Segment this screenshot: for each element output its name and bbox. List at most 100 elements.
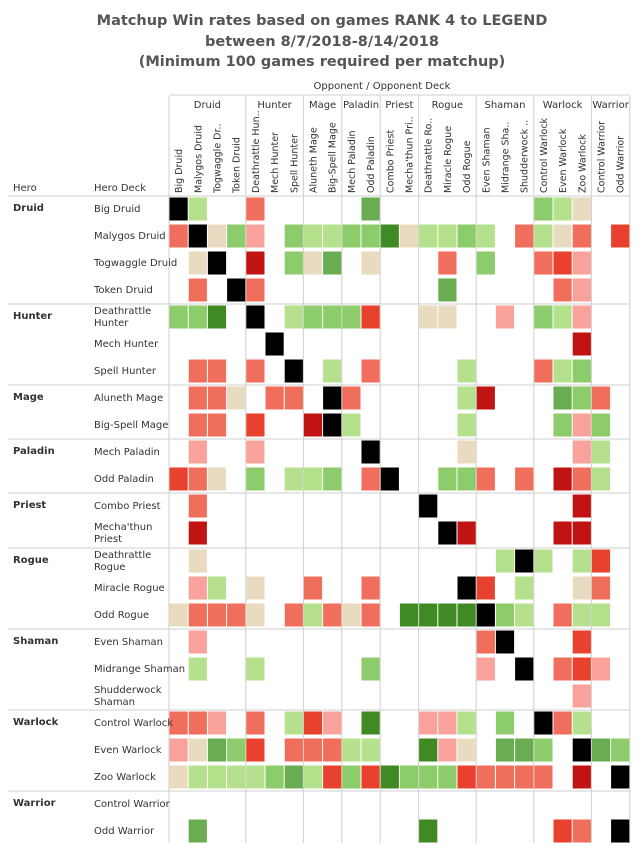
heatmap-cell [361,251,380,275]
heatmap-cell [591,467,611,491]
row-deck-label: Big-Spell Mage [94,420,168,431]
heatmap-cell [303,413,323,437]
heatmap-cell [284,738,303,762]
heatmap-cell [591,549,611,573]
heatmap-cell [591,603,611,627]
heatmap-cell [361,603,380,627]
col-deck-label: Miracle Rogue [443,126,454,193]
row-deck-label: Miracle Rogue [94,583,165,594]
heatmap-cell [246,224,265,248]
row-deck-label: Mech Paladin [94,447,160,458]
heatmap-cell [476,576,495,600]
col-deck-label: Big-Spell Mage [328,122,339,193]
heatmap-cell [342,603,361,627]
heatmap-cell [227,386,246,410]
heatmap-cell [207,413,227,437]
heatmap-cell [438,467,457,491]
heatmap-cell [534,549,553,573]
heatmap-cell [246,738,265,762]
heatmap-cell [188,386,207,410]
heatmap-cell [188,197,207,221]
heatmap-cell [591,386,611,410]
heatmap-cell [438,224,457,248]
row-deck-label: Rogue [94,562,125,573]
heatmap-cell [419,224,438,248]
heatmap-cell [188,549,207,573]
heatmap-cell [188,711,207,735]
chart-title-line-3: (Minimum 100 games required per matchup) [138,54,506,70]
heatmap-cell [284,467,303,491]
col-deck-label: Malygos Druid [193,125,204,193]
heatmap-cell [188,738,207,762]
heatmap-cell [572,630,591,654]
hero-column-header: Hero [13,183,37,194]
heatmap-cell [495,711,515,735]
heatmap-cell [457,359,476,383]
heatmap-cell [476,657,495,681]
col-deck-label: Togwaggle Dr.. [213,123,224,194]
heatmap-cell [572,197,591,221]
heatmap-cell [227,224,246,248]
heatmap-cell [572,305,591,329]
row-deck-label: Aluneth Mage [94,393,163,404]
heatmap-cell [188,521,207,545]
row-deck-label: Zoo Warlock [94,772,156,783]
heatmap-cell [572,467,591,491]
heatmap-cell [515,738,534,762]
heatmap-cell [188,251,207,275]
heatmap-cell [246,467,265,491]
col-group-label: Mage [309,100,336,111]
heatmap-cell [342,224,361,248]
heatmap-cell [553,657,572,681]
heatmap-cell [303,738,323,762]
col-deck-label: Control Warrior [597,121,608,193]
heatmap-cell [572,494,591,518]
heatmap-cell [534,251,553,275]
heatmap-cell [457,521,476,545]
heatmap-cell [361,467,380,491]
heatmap-cell [515,224,534,248]
heatmap-cell [188,603,207,627]
heatmap-cell [246,440,265,464]
heatmap-cell [380,224,399,248]
heatmap-diagonal-cell [188,224,207,248]
heatmap-cell [553,521,572,545]
col-deck-label: Odd Warrior [616,136,627,193]
row-deck-label: Mecha'thun [94,522,152,533]
heatmap-cell [572,386,591,410]
row-deck-label: Odd Rogue [94,610,149,621]
heatmap-diagonal-cell [246,305,265,329]
heatmap-cell [284,251,303,275]
row-hero-label: Mage [13,392,44,403]
row-deck-label: Deathrattle [94,306,151,317]
heatmap-cell [342,413,361,437]
heatmap-cell [246,413,265,437]
heatmap-cell [169,224,188,248]
heatmap-diagonal-cell [323,413,342,437]
col-deck-label: Spell Hunter [289,134,300,193]
heatmap-cell [572,413,591,437]
heatmap-cell [572,657,591,681]
heatmap-diagonal-cell [611,765,630,789]
heatmap-cell [361,765,380,789]
heatmap-cell [227,603,246,627]
row-hero-label: Priest [13,500,46,511]
heatmap-cell [188,657,207,681]
heatmap-cell [553,467,572,491]
heatmap-cell [572,711,591,735]
heatmap-cell [303,765,323,789]
heatmap-cell [169,603,188,627]
heatmap-cell [495,765,515,789]
opponent-axis-label: Opponent / Opponent Deck [314,81,451,92]
heatmap-cell [361,576,380,600]
heatmap-cell [553,278,572,302]
heatmap-cell [342,386,361,410]
heatmap-cell [495,305,515,329]
heatmap-diagonal-cell [572,738,591,762]
heatmap-cell [572,224,591,248]
heatmap-diagonal-cell [169,197,188,221]
heatmap-cell [342,765,361,789]
col-deck-label: Deathrattle Ro.. [424,118,435,193]
heatmap-cell [611,224,630,248]
heatmap-diagonal-cell [265,332,284,356]
